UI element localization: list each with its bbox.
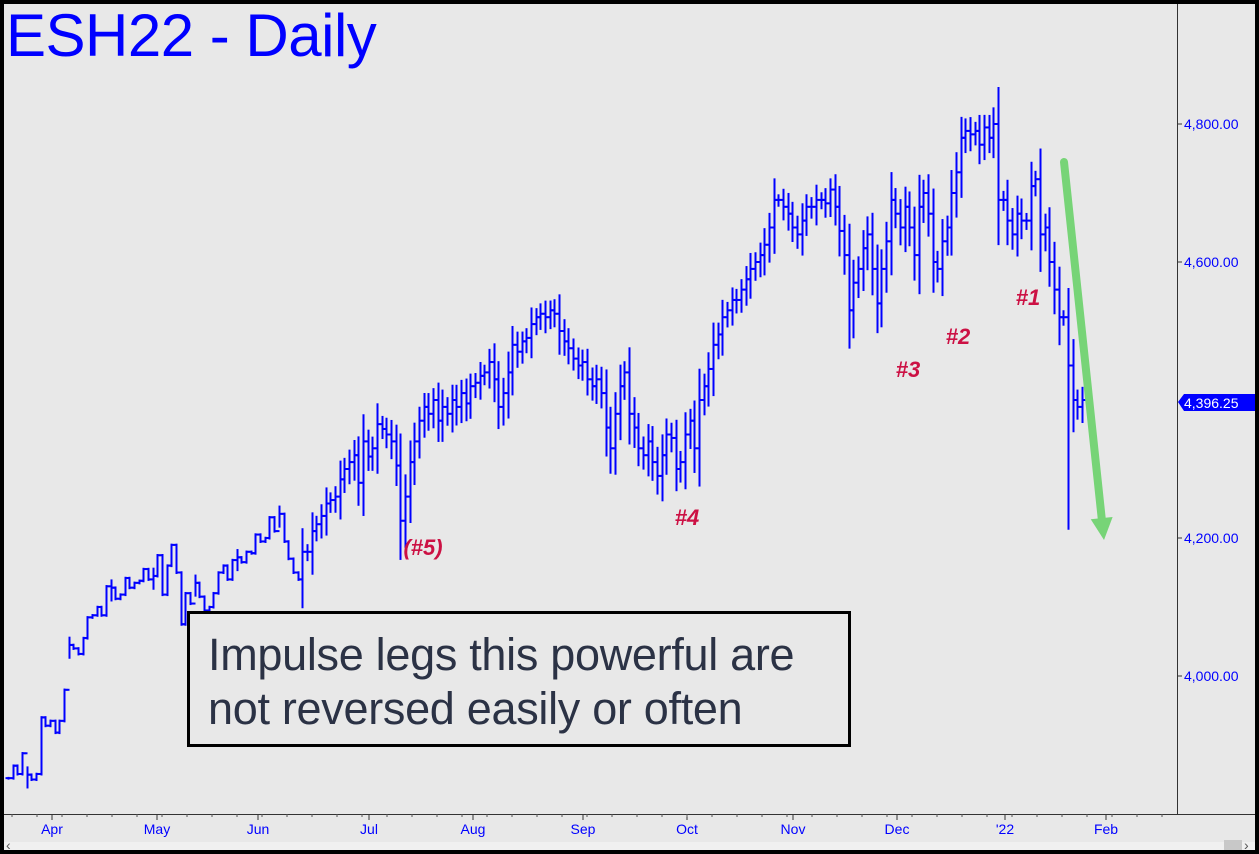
time-axis-ticks (11, 814, 1163, 820)
price-tick-label: 4,200.00 (1184, 530, 1239, 546)
price-tick-label: 4,800.00 (1184, 116, 1239, 132)
month-label: Dec (885, 821, 910, 837)
month-label: Feb (1094, 821, 1118, 837)
time-axis-labels: Apr May Jun Jul Aug Sep Oct Nov Dec '22 Feb (41, 821, 1118, 837)
wave-label: #2 (946, 324, 971, 349)
annotation-line-1: Impulse legs this powerful are (208, 629, 795, 680)
horizontal-scrollbar[interactable] (4, 842, 1255, 850)
scroll-right-icon[interactable]: › (1244, 837, 1249, 853)
last-price-value: 4,396.25 (1184, 395, 1239, 411)
month-label: Jul (360, 821, 378, 837)
wave-label: (#5) (403, 535, 442, 560)
month-label: Apr (41, 821, 63, 837)
ohlc-bars (5, 86, 1086, 789)
scrollbar-thumb[interactable] (1224, 840, 1242, 850)
month-label: Jun (247, 821, 270, 837)
scroll-left-icon[interactable]: ‹ (6, 837, 11, 853)
wave-label: #4 (675, 505, 699, 530)
month-label: May (144, 821, 170, 837)
month-label: Nov (781, 821, 806, 837)
month-label: Oct (676, 821, 698, 837)
annotation-line-2: not reversed easily or often (208, 683, 743, 734)
price-tick-label: 4,600.00 (1184, 254, 1239, 270)
month-label: Aug (461, 821, 486, 837)
wave-label: #3 (896, 357, 920, 382)
last-price-tag (1178, 394, 1255, 411)
chart-title: ESH22 - Daily (6, 2, 377, 69)
wave-labels: (#5) #4 #3 #2 #1 (403, 285, 1040, 560)
month-label: Sep (571, 821, 596, 837)
last-price-marker: 4,396.25 (1178, 394, 1255, 411)
month-label: '22 (996, 821, 1014, 837)
price-axis-labels: 4,800.00 4,600.00 4,200.00 4,000.00 (1177, 116, 1239, 684)
wave-label: #1 (1016, 285, 1040, 310)
price-tick-label: 4,000.00 (1184, 668, 1239, 684)
annotation-box: Impulse legs this powerful are not rever… (187, 611, 851, 747)
down-arrow-icon (1060, 158, 1113, 540)
